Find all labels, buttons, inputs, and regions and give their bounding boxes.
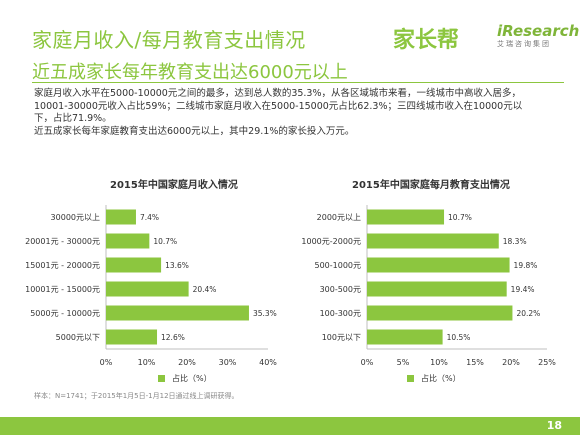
iresearch-logo: iResearch 艾瑞咨询集团 bbox=[497, 22, 580, 49]
category-label: 300-500元 bbox=[320, 285, 361, 294]
category-label: 1000元-2000元 bbox=[301, 237, 361, 246]
bar-value-label: 12.6% bbox=[161, 333, 185, 342]
category-label: 30000元以上 bbox=[51, 213, 100, 222]
x-tick-label: 30% bbox=[219, 358, 237, 367]
bar bbox=[106, 209, 136, 225]
bar bbox=[367, 257, 510, 273]
x-tick-label: 20% bbox=[502, 358, 520, 367]
category-label: 10001元 - 15000元 bbox=[25, 285, 100, 294]
bar bbox=[367, 281, 507, 297]
category-label: 15001元 - 20000元 bbox=[25, 261, 100, 270]
category-label: 100元以下 bbox=[322, 333, 361, 342]
x-tick-label: 25% bbox=[538, 358, 556, 367]
legend-swatch bbox=[407, 375, 414, 382]
x-tick-label: 10% bbox=[430, 358, 448, 367]
x-tick-label: 20% bbox=[178, 358, 196, 367]
bar bbox=[367, 329, 443, 345]
bar-value-label: 10.5% bbox=[447, 333, 471, 342]
bar-value-label: 19.8% bbox=[514, 261, 538, 270]
footer-bar: 18 bbox=[0, 417, 580, 435]
jiazhangbang-logo: 家长帮 bbox=[393, 28, 460, 53]
category-label: 2000元以上 bbox=[317, 213, 361, 222]
x-tick-label: 40% bbox=[259, 358, 277, 367]
bar-value-label: 7.4% bbox=[140, 213, 159, 222]
bar bbox=[367, 233, 499, 249]
sample-footnote: 样本：N=1741；于2015年1月5日-1月12日通过线上调研获得。 bbox=[34, 392, 239, 400]
bar bbox=[106, 329, 158, 345]
bar-value-label: 18.3% bbox=[503, 237, 527, 246]
bar-value-label: 10.7% bbox=[448, 213, 472, 222]
income-chart-title: 2015年中国家庭月收入情况 bbox=[110, 180, 238, 191]
category-label: 100-300元 bbox=[320, 309, 361, 318]
category-label: 5000元 - 10000元 bbox=[30, 309, 100, 318]
category-label: 500-1000元 bbox=[314, 261, 361, 270]
summary-line: 家庭月收入水平在5000-10000元之间的最多，达到总人数的35.3%，从各区… bbox=[34, 88, 522, 99]
page-number: 18 bbox=[546, 419, 562, 432]
bar-value-label: 35.3% bbox=[253, 309, 277, 318]
education-chart-title: 2015年中国家庭每月教育支出情况 bbox=[352, 180, 510, 191]
bar bbox=[367, 209, 445, 225]
summary-paragraph: 家庭月收入水平在5000-10000元之间的最多，达到总人数的35.3%，从各区… bbox=[34, 88, 554, 138]
bar-value-label: 20.2% bbox=[516, 309, 540, 318]
legend-label: 占比（%） bbox=[421, 373, 461, 383]
summary-line: 10001-30000元收入占比59%；二线城市家庭月收入在5000-15000… bbox=[34, 100, 523, 112]
legend-label: 占比（%） bbox=[172, 373, 212, 383]
summary-line: 近五成家长每年家庭教育支出达6000元以上，其中29.1%的家长投入万元。 bbox=[34, 125, 355, 137]
title-divider bbox=[32, 82, 564, 83]
bar bbox=[106, 281, 189, 297]
summary-line: 下，占比71.9%。 bbox=[34, 113, 112, 124]
iresearch-logo-subtext: 艾瑞咨询集团 bbox=[497, 40, 551, 48]
x-tick-label: 15% bbox=[466, 358, 484, 367]
bar bbox=[106, 257, 162, 273]
legend-swatch bbox=[158, 375, 165, 382]
bar-value-label: 19.4% bbox=[511, 285, 535, 294]
income-bar-chart: 30000元以上 7.4% 20001元 - 30000元 10.7% 15001元 -… bbox=[25, 205, 277, 383]
category-label: 20001元 - 30000元 bbox=[25, 237, 100, 246]
x-tick-label: 10% bbox=[138, 358, 156, 367]
page-subtitle: 近五成家长每年教育支出达6000元以上 bbox=[32, 62, 348, 83]
x-tick-label: 0% bbox=[361, 358, 374, 367]
bar-value-label: 10.7% bbox=[153, 237, 177, 246]
bar bbox=[367, 305, 513, 321]
x-tick-label: 0% bbox=[100, 358, 113, 367]
education-bar-chart: 2000元以上 10.7% 1000元-2000元 18.3% 500-1000元 19.… bbox=[301, 205, 556, 383]
iresearch-logo-text: iResearch bbox=[497, 22, 580, 40]
x-tick-label: 5% bbox=[397, 358, 410, 367]
bar-value-label: 20.4% bbox=[193, 285, 217, 294]
bar bbox=[106, 305, 249, 321]
bar bbox=[106, 233, 150, 249]
page-title: 家庭月收入/每月教育支出情况 bbox=[32, 28, 306, 52]
bar-value-label: 13.6% bbox=[165, 261, 189, 270]
category-label: 5000元以下 bbox=[56, 333, 100, 342]
